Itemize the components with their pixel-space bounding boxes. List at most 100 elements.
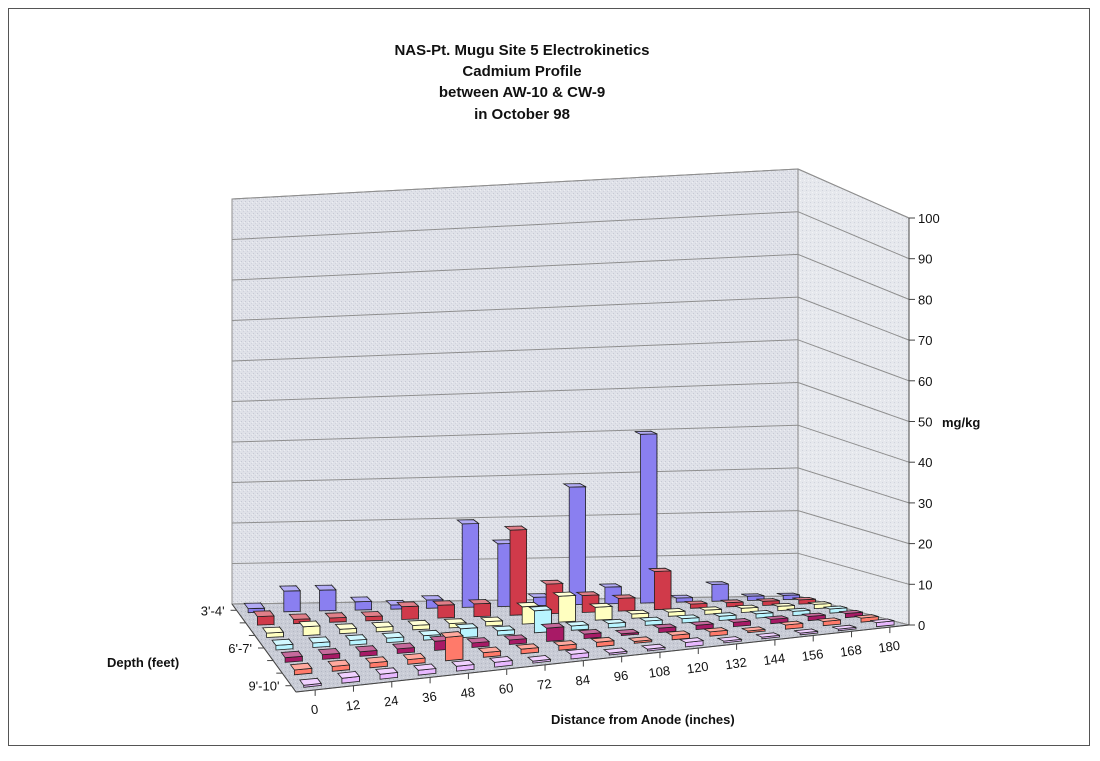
x-tick-label: 96 bbox=[613, 668, 629, 685]
x-axis-label: Distance from Anode (inches) bbox=[551, 712, 735, 727]
gridline bbox=[797, 253, 910, 300]
gridline bbox=[231, 211, 799, 240]
bar bbox=[327, 658, 351, 672]
depth-axis-label: Depth (feet) bbox=[107, 655, 179, 670]
chart-title-line-4: in October 98 bbox=[474, 106, 570, 123]
bar bbox=[349, 595, 373, 611]
x-tick-label: 132 bbox=[724, 654, 748, 672]
bar bbox=[261, 625, 285, 638]
gridline bbox=[231, 339, 799, 362]
bar bbox=[674, 614, 700, 624]
bar bbox=[503, 525, 528, 616]
bar bbox=[838, 609, 863, 619]
bar bbox=[299, 677, 322, 688]
bar bbox=[712, 612, 737, 621]
gridline bbox=[797, 382, 910, 422]
bar bbox=[317, 647, 341, 660]
x-axis: 0 12 24 36 48 60 72 84 96 108 120 132 144 156 168 180 bbox=[295, 624, 910, 717]
x-tick-label: 120 bbox=[686, 659, 710, 677]
bar bbox=[611, 594, 637, 612]
x-tick-label: 12 bbox=[345, 697, 361, 714]
bar bbox=[678, 637, 705, 648]
bar bbox=[727, 617, 751, 628]
y-tick-label: 40 bbox=[918, 455, 932, 470]
bar bbox=[364, 655, 389, 669]
bar bbox=[552, 639, 578, 651]
bar bbox=[503, 634, 528, 645]
bar bbox=[771, 602, 795, 612]
depth-tick-label: 9'-10' bbox=[248, 679, 279, 694]
bar bbox=[360, 610, 384, 622]
bar bbox=[552, 591, 577, 623]
bar bbox=[337, 670, 361, 684]
bar bbox=[756, 598, 780, 606]
bar bbox=[648, 567, 672, 611]
bar bbox=[412, 663, 437, 676]
side-wall bbox=[797, 168, 910, 626]
bar bbox=[396, 600, 420, 620]
bar bbox=[779, 620, 804, 630]
y-axis: 0 10 20 30 40 50 60 70 80 90 100 bbox=[908, 211, 940, 633]
bars bbox=[243, 430, 895, 688]
bar bbox=[308, 635, 331, 648]
y-tick-label: 50 bbox=[918, 415, 932, 430]
bar bbox=[564, 648, 590, 660]
bar bbox=[324, 611, 348, 623]
bar bbox=[831, 624, 857, 632]
bar bbox=[869, 618, 895, 628]
x-axis-line bbox=[295, 624, 910, 693]
gridline bbox=[231, 424, 799, 443]
chart-title-line-1: NAS-Pt. Mugu Site 5 Electrokinetics bbox=[394, 42, 649, 59]
chart-svg: NAS-Pt. Mugu Site 5 Electrokinetics Cadm… bbox=[107, 42, 980, 727]
x-tick-label: 60 bbox=[498, 680, 514, 697]
bar bbox=[624, 609, 651, 619]
bar bbox=[466, 636, 491, 648]
bar bbox=[252, 609, 275, 626]
y-tick-label: 70 bbox=[918, 333, 932, 348]
y-tick-label: 10 bbox=[918, 577, 932, 592]
gridline bbox=[797, 552, 910, 585]
x-tick-label: 168 bbox=[839, 642, 863, 660]
bar bbox=[344, 633, 368, 646]
bar bbox=[755, 632, 780, 640]
depth-tick-label: 6'-7' bbox=[228, 641, 252, 656]
gridline bbox=[797, 296, 910, 341]
bar bbox=[540, 622, 565, 642]
bar bbox=[601, 618, 627, 629]
y-tick-label: 30 bbox=[918, 496, 932, 511]
bar bbox=[278, 584, 302, 613]
bar bbox=[370, 621, 394, 633]
bar bbox=[764, 615, 789, 625]
x-tick-label: 36 bbox=[421, 688, 437, 705]
bar bbox=[665, 630, 691, 641]
depth-axis: 3'-4' 6'-7' 9'-10' bbox=[201, 603, 297, 694]
bar bbox=[450, 659, 475, 672]
bar bbox=[402, 652, 426, 665]
gridline bbox=[797, 339, 910, 382]
gridline bbox=[797, 510, 910, 545]
bar bbox=[602, 647, 629, 656]
gridline bbox=[797, 211, 910, 260]
bar bbox=[651, 623, 678, 634]
bar bbox=[590, 636, 616, 648]
bar bbox=[454, 622, 479, 639]
x-tick-label: 108 bbox=[648, 663, 672, 681]
bar bbox=[488, 655, 514, 668]
bar bbox=[515, 642, 540, 655]
y-tick-label: 60 bbox=[918, 374, 932, 389]
bar bbox=[688, 620, 715, 631]
bar bbox=[354, 644, 378, 657]
chart-title-line-3: between AW-10 & CW-9 bbox=[439, 84, 605, 101]
bar bbox=[407, 619, 431, 631]
bar bbox=[334, 622, 358, 635]
gridline bbox=[231, 253, 799, 281]
chart-title-line-2: Cadmium Profile bbox=[462, 63, 581, 80]
bar bbox=[314, 584, 337, 612]
bar bbox=[577, 628, 603, 640]
x-tick-label: 48 bbox=[460, 684, 476, 701]
bar bbox=[564, 620, 590, 631]
chart-frame: NAS-Pt. Mugu Site 5 Electrokinetics Cadm… bbox=[8, 8, 1090, 746]
y-tick-label: 80 bbox=[918, 292, 932, 307]
bar bbox=[289, 662, 313, 676]
gridline bbox=[231, 467, 799, 483]
